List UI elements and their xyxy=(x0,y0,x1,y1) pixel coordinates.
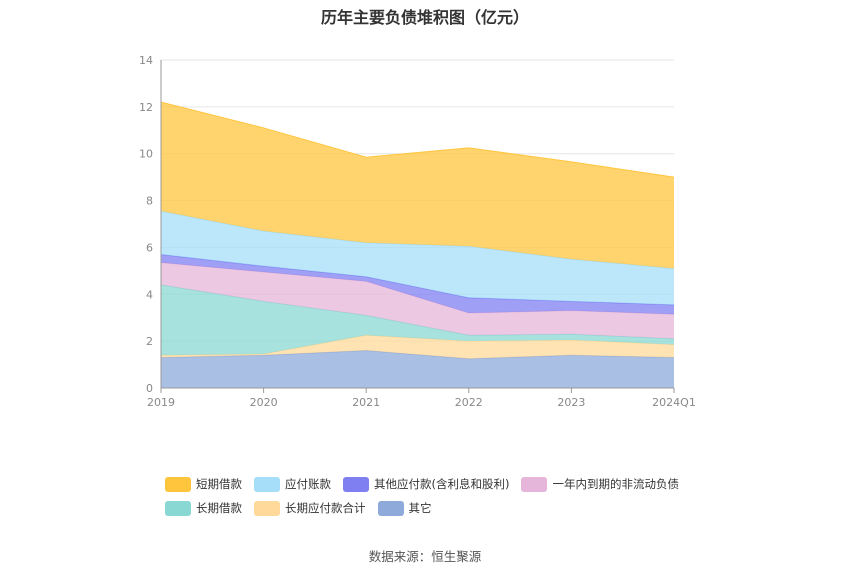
legend-label: 短期借款 xyxy=(196,477,242,491)
legend-label: 长期借款 xyxy=(196,501,242,515)
area-series xyxy=(161,350,674,388)
y-tick-label: 8 xyxy=(146,195,153,208)
y-tick-label: 2 xyxy=(146,335,153,348)
y-tick-label: 12 xyxy=(139,101,153,114)
legend-item[interactable]: 长期借款 xyxy=(165,500,242,516)
legend-item[interactable]: 其它 xyxy=(377,500,432,516)
x-tick-label: 2024Q1 xyxy=(652,396,696,409)
legend-label: 一年内到期的非流动负债 xyxy=(552,477,679,491)
data-source: 数据来源：恒生聚源 xyxy=(368,549,482,564)
chart-legend: 短期借款 应付账款 其他应付款(含利息和股利) 一年内到期的非流动负债长期借款 长期应付… xyxy=(165,472,725,520)
legend-item[interactable]: 应付账款 xyxy=(254,476,331,492)
y-tick-label: 6 xyxy=(146,241,153,254)
legend-row: 长期借款 长期应付款合计 其它 xyxy=(165,496,725,520)
area-series-line xyxy=(160,101,675,178)
legend-item[interactable]: 其他应付款(含利息和股利) xyxy=(343,476,509,492)
legend-label: 应付账款 xyxy=(285,477,331,491)
legend-label: 其它 xyxy=(408,501,432,515)
y-tick-label: 4 xyxy=(146,288,153,301)
x-tick-label: 2019 xyxy=(147,396,175,409)
area-series xyxy=(161,254,674,315)
legend-swatch xyxy=(377,500,404,516)
legend-item[interactable]: 短期借款 xyxy=(165,476,242,492)
legend-item[interactable]: 一年内到期的非流动负债 xyxy=(521,476,679,492)
y-tick-label: 10 xyxy=(139,148,153,161)
area-series xyxy=(161,211,674,305)
legend-swatch xyxy=(343,476,369,492)
legend-swatch xyxy=(254,476,280,492)
legend-label: 其他应付款(含利息和股利) xyxy=(374,477,510,491)
x-tick-label: 2022 xyxy=(455,396,483,409)
y-tick-label: 0 xyxy=(146,382,153,395)
legend-row: 短期借款 应付账款 其他应付款(含利息和股利) 一年内到期的非流动负债 xyxy=(165,472,725,496)
x-tick-label: 2023 xyxy=(557,396,585,409)
x-tick-label: 2020 xyxy=(250,396,278,409)
legend-swatch xyxy=(521,476,548,492)
chart-title: 历年主要负债堆积图（亿元） xyxy=(320,8,529,27)
area-series-line xyxy=(160,262,675,315)
legend-swatch xyxy=(165,500,191,516)
area-series xyxy=(161,335,674,359)
y-tick-label: 14 xyxy=(139,54,153,67)
x-tick-label: 2021 xyxy=(352,396,380,409)
area-series xyxy=(161,102,674,269)
area-series xyxy=(161,284,674,356)
area-series xyxy=(161,262,674,339)
legend-label: 长期应付款合计 xyxy=(285,501,366,515)
legend-swatch xyxy=(254,500,280,516)
legend-item[interactable]: 长期应付款合计 xyxy=(254,500,366,516)
legend-swatch xyxy=(165,476,191,492)
stacked-area-chart: 0 2 4 6 8 10 12 14 2019 2020 2021 2022 2023 2024Q1 xyxy=(139,54,696,409)
